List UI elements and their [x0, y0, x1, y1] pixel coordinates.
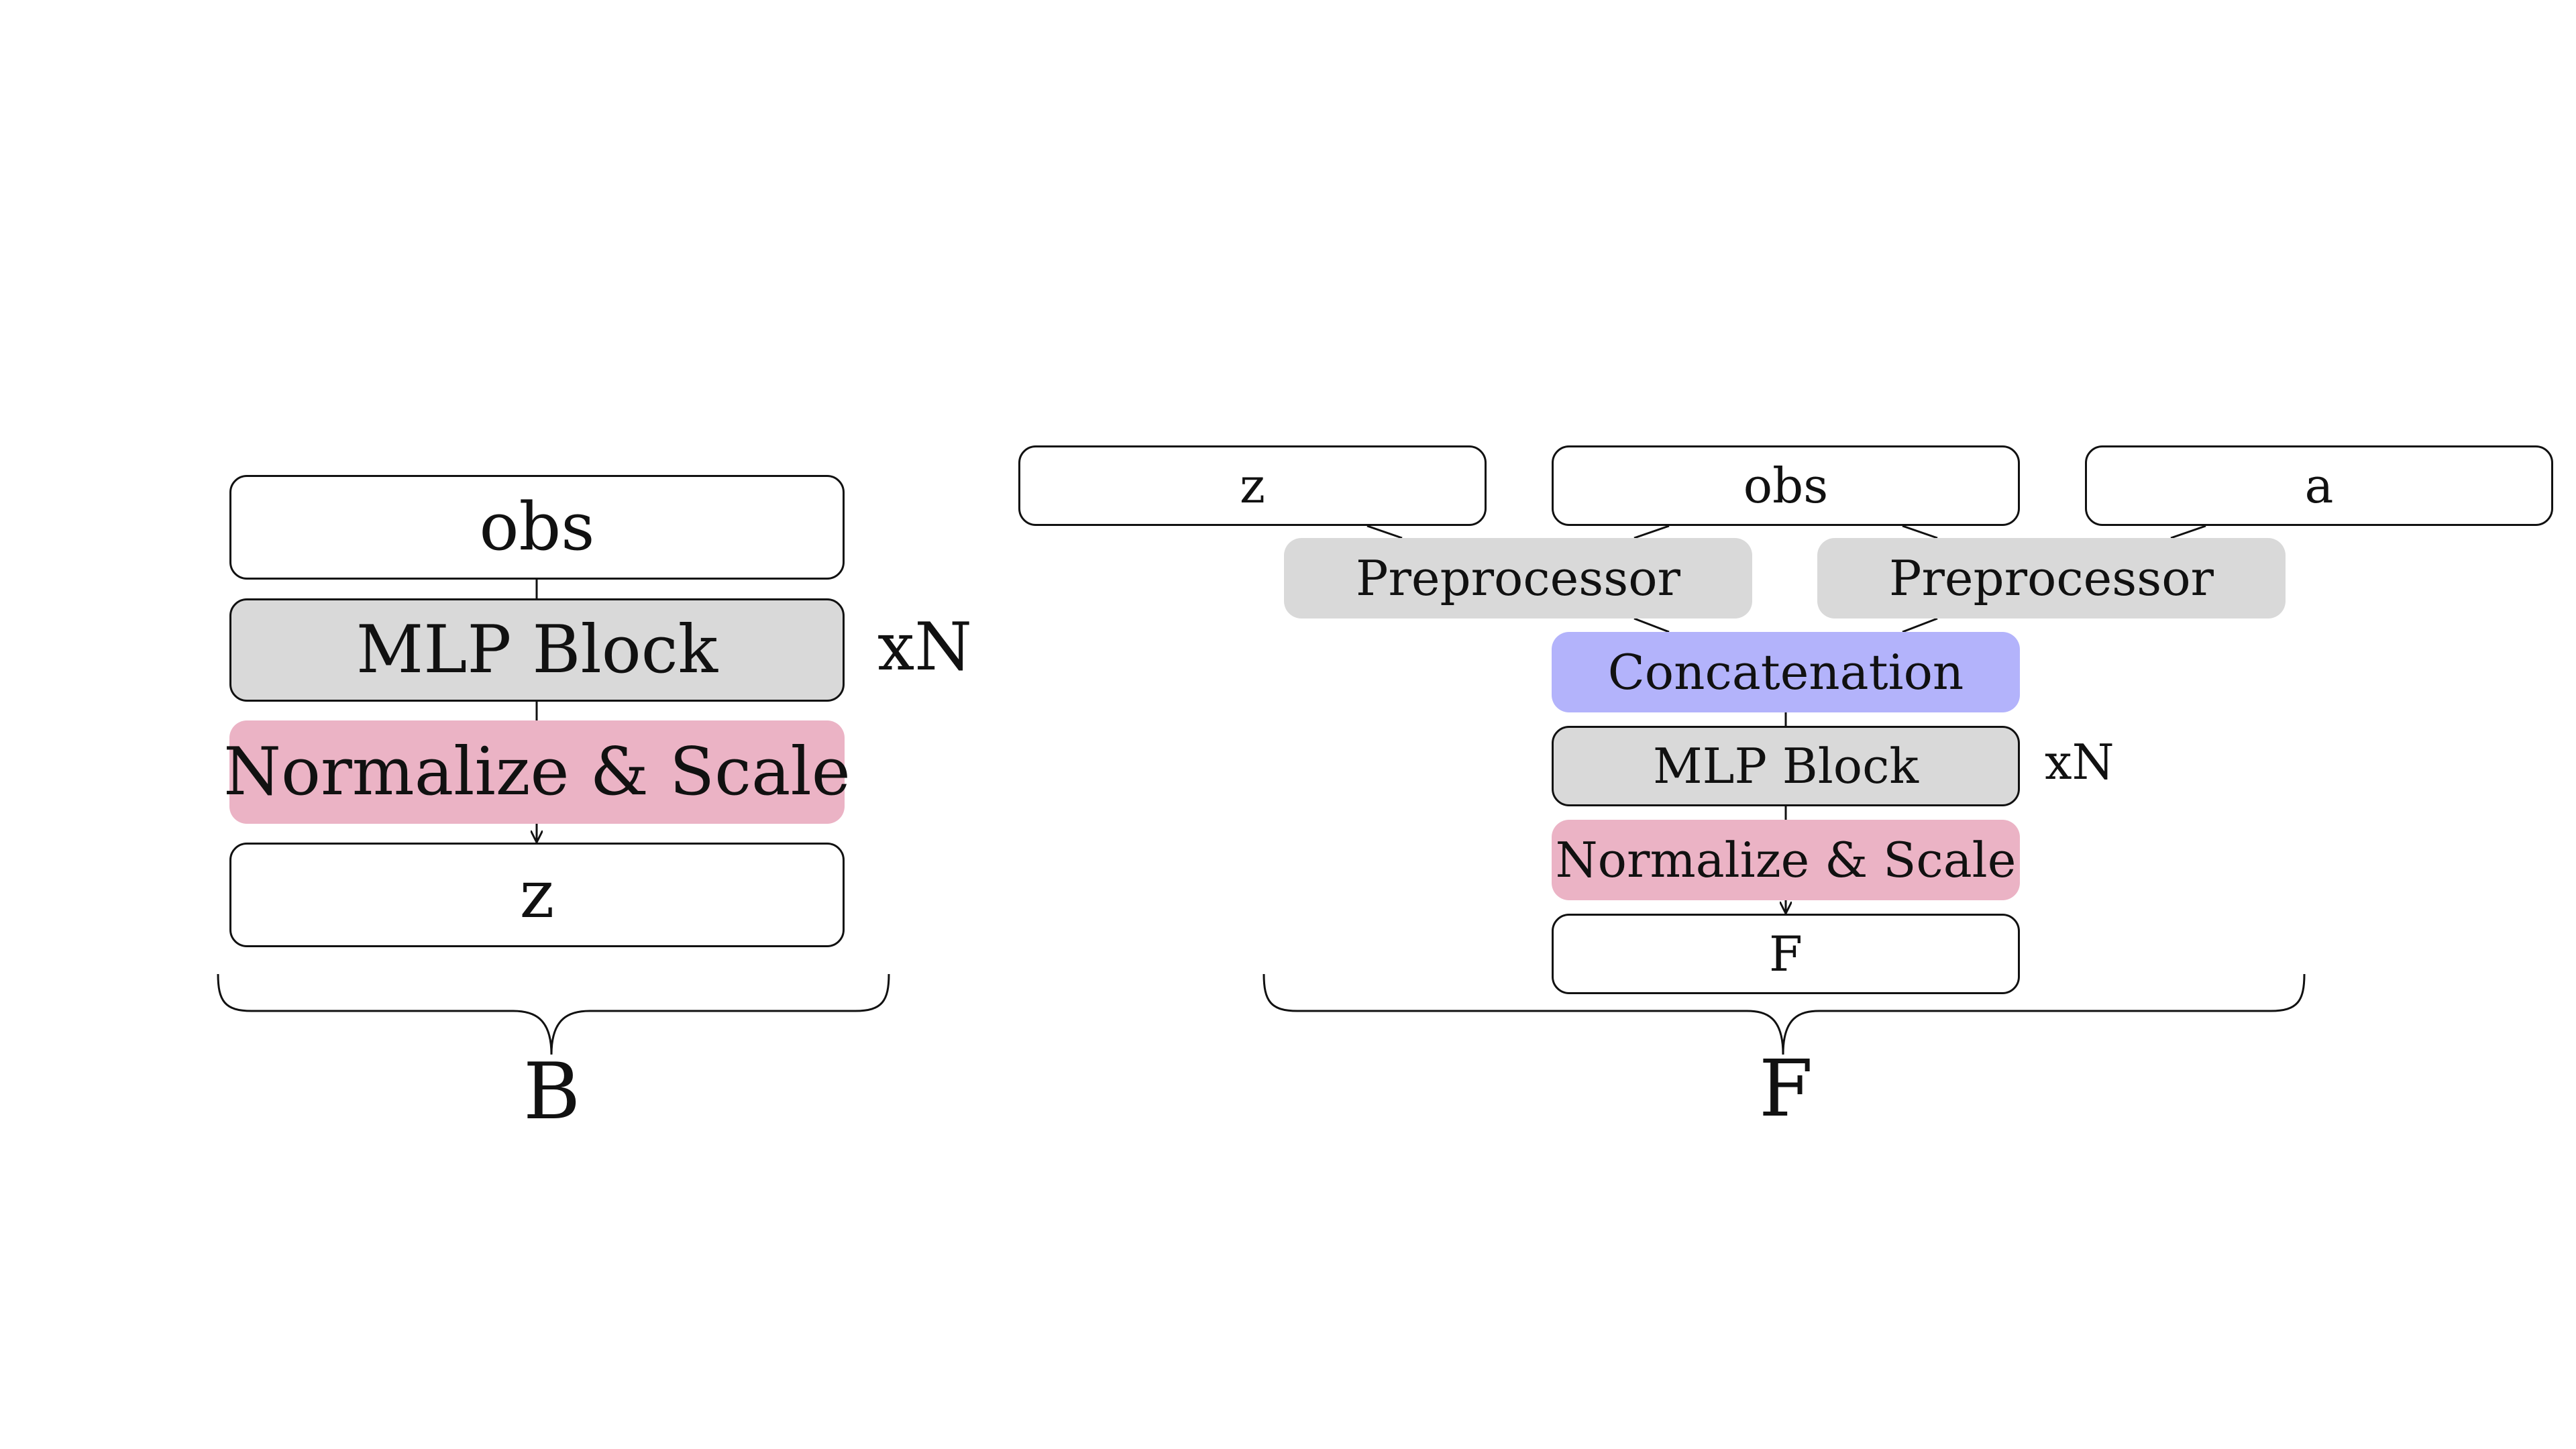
right-preprocessor-1-box: Preprocessor [1284, 538, 1752, 619]
right-mlp-block-label: MLP Block [1652, 738, 1919, 794]
left-repeat-label: xN [877, 609, 973, 686]
right-normalize-scale-label: Normalize & Scale [1555, 832, 2017, 888]
right-f-output-box: F [1552, 914, 2020, 994]
right-repeat-label: xN [2045, 734, 2114, 790]
left-normalize-scale-box: Normalize & Scale [223, 720, 851, 824]
right-concatenation-label: Concatenation [1607, 644, 1964, 700]
left-brace-label: B [523, 1046, 581, 1137]
left-mlp-block-box: MLP Block [229, 598, 845, 702]
right-mlp-block-box: MLP Block [1552, 726, 2020, 806]
right-obs-input-label: obs [1743, 458, 1829, 514]
right-connector-obs-pre2 [1902, 525, 1938, 539]
right-f-output-label: F [1769, 926, 1803, 982]
right-connector-a-pre2 [2170, 525, 2206, 539]
left-obs-box: obs [229, 475, 845, 580]
right-obs-input-box: obs [1552, 445, 2020, 526]
right-z-input-box: z [1018, 445, 1487, 526]
right-brace [1263, 973, 2306, 1055]
right-a-input-label: a [2304, 458, 2334, 514]
right-brace-label: F [1759, 1044, 1813, 1134]
left-z-label: z [519, 857, 555, 933]
left-obs-label: obs [479, 489, 595, 566]
right-preprocessor-2-box: Preprocessor [1817, 538, 2286, 619]
right-connector-pre2-concat [1902, 617, 1938, 633]
right-preprocessor-1-label: Preprocessor [1356, 550, 1680, 606]
left-brace [217, 973, 890, 1055]
right-a-input-box: a [2085, 445, 2553, 526]
right-concatenation-box: Concatenation [1552, 632, 2020, 712]
right-connector-pre1-concat [1633, 617, 1670, 633]
right-z-input-label: z [1240, 458, 1265, 514]
right-connector-obs-pre1 [1633, 525, 1670, 539]
right-connector-z-pre1 [1366, 525, 1403, 539]
left-mlp-block-label: MLP Block [356, 612, 718, 688]
right-normalize-scale-box: Normalize & Scale [1552, 820, 2020, 900]
right-preprocessor-2-label: Preprocessor [1889, 550, 2214, 606]
left-normalize-scale-label: Normalize & Scale [223, 734, 851, 810]
left-z-box: z [229, 843, 845, 947]
